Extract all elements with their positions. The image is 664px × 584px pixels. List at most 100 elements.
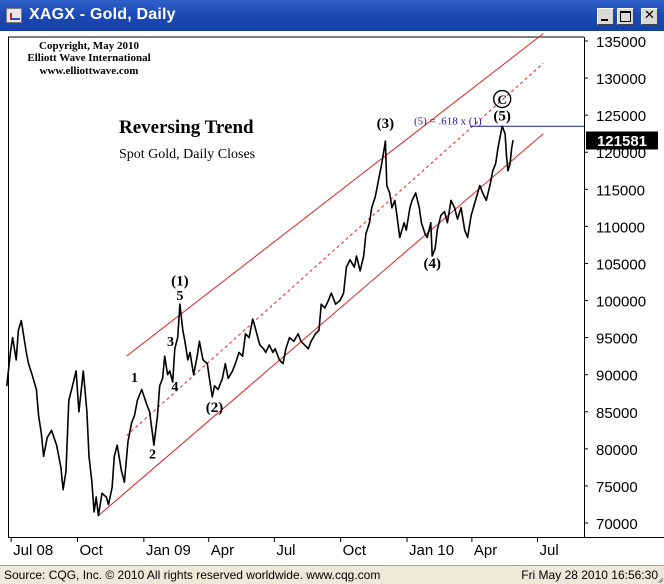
price-point	[453, 207, 456, 209]
price-point	[234, 362, 237, 365]
price-point	[211, 396, 213, 398]
price-point	[304, 344, 306, 346]
chart-icon[interactable]	[6, 8, 22, 23]
price-point	[405, 229, 407, 231]
price-point	[156, 414, 159, 417]
resize-grip-icon[interactable]	[658, 578, 663, 583]
price-point	[97, 514, 100, 517]
price-point	[349, 259, 351, 261]
fib-annotation-text: (5) = .618 x (1)	[414, 115, 482, 127]
wave-label: 3	[167, 335, 174, 350]
price-point	[20, 319, 22, 322]
price-point	[307, 348, 309, 350]
price-point	[17, 329, 19, 331]
last-price-value: 121581	[597, 133, 647, 150]
close-icon[interactable]: ✕	[641, 8, 658, 25]
price-point	[9, 351, 12, 354]
price-point	[450, 199, 452, 202]
price-point	[482, 192, 484, 194]
price-point	[409, 207, 411, 209]
y-tick-label: 90000	[596, 368, 638, 385]
x-tick-label: Jan 09	[146, 542, 191, 559]
price-point	[510, 147, 513, 150]
chart-title: Reversing Trend	[119, 117, 254, 138]
price-point	[50, 429, 53, 431]
price-point	[244, 333, 247, 335]
price-point	[177, 337, 179, 339]
price-point	[12, 337, 14, 339]
price-point	[456, 218, 459, 220]
wave-label: (3)	[377, 116, 395, 132]
price-point	[418, 207, 420, 209]
price-point	[300, 340, 302, 342]
price-point	[254, 325, 256, 328]
price-point	[231, 370, 234, 372]
price-point	[75, 370, 77, 372]
price-point	[391, 207, 393, 209]
price-point	[153, 444, 155, 446]
status-bar: Source: CQG, Inc. © 2010 All rights rese…	[0, 565, 664, 584]
copyright-line-3: www.elliottwave.com	[40, 65, 139, 77]
x-tick-label: Jan 10	[409, 542, 454, 559]
price-point	[430, 222, 432, 224]
channel-upper-line	[126, 33, 544, 357]
price-point	[227, 377, 229, 379]
price-point	[123, 481, 125, 483]
price-point	[43, 455, 45, 457]
price-point	[151, 433, 154, 435]
y-tick-label: 70000	[596, 516, 638, 533]
price-point	[213, 385, 216, 387]
title-bar[interactable]: XAGX - Gold, Daily ✕	[0, 0, 664, 31]
price-point	[396, 214, 398, 216]
price-point	[116, 444, 118, 446]
price-point	[62, 489, 64, 491]
price-point	[509, 162, 511, 164]
price-point	[242, 355, 244, 357]
chart-area[interactable]: (5) = .618 x (1) 13500013000012500012000…	[0, 31, 664, 565]
wave-label: 4	[171, 380, 178, 395]
x-axis-ticks: Jul 08 Oct Jan 09 Apr Jul Oct Jan 10 Apr Jul	[10, 537, 559, 559]
price-point	[172, 381, 174, 383]
price-point	[464, 229, 466, 231]
price-point	[105, 496, 107, 498]
price-point	[297, 333, 299, 335]
price-point	[182, 329, 184, 331]
price-point	[288, 337, 291, 339]
price-point	[169, 370, 171, 372]
price-point	[179, 303, 181, 305]
price-point	[431, 255, 433, 257]
copyright-line-1: Copyright, May 2010	[39, 40, 139, 52]
price-point	[238, 351, 240, 354]
maximize-icon[interactable]	[617, 8, 634, 25]
price-point	[434, 248, 436, 250]
minimize-icon[interactable]	[597, 8, 614, 25]
price-point	[217, 388, 219, 391]
price-point	[206, 362, 208, 365]
channel-lower-line	[98, 133, 544, 516]
price-point	[221, 377, 224, 379]
price-point	[335, 303, 337, 305]
price-point	[330, 292, 332, 294]
price-point	[389, 192, 391, 194]
y-tick-label: 80000	[596, 442, 638, 459]
price-point	[31, 374, 33, 376]
price-point	[71, 385, 74, 387]
price-point	[93, 511, 95, 513]
price-point	[278, 359, 280, 361]
x-tick-label: Oct	[343, 542, 367, 559]
price-point	[386, 185, 388, 187]
y-tick-label: 85000	[596, 405, 638, 422]
price-point	[411, 199, 413, 202]
price-point	[265, 351, 267, 354]
last-price-box	[586, 131, 658, 150]
price-point	[164, 355, 166, 357]
price-point	[37, 414, 40, 417]
price-point	[504, 133, 506, 135]
status-datetime: Fri May 28 2010 16:56:30	[521, 568, 658, 582]
price-point	[318, 329, 320, 331]
price-point	[82, 370, 84, 372]
status-source: Source: CQG, Inc. © 2010 All rights rese…	[4, 568, 381, 582]
price-point	[86, 411, 88, 413]
price-point	[224, 362, 226, 365]
price-point	[495, 162, 497, 164]
